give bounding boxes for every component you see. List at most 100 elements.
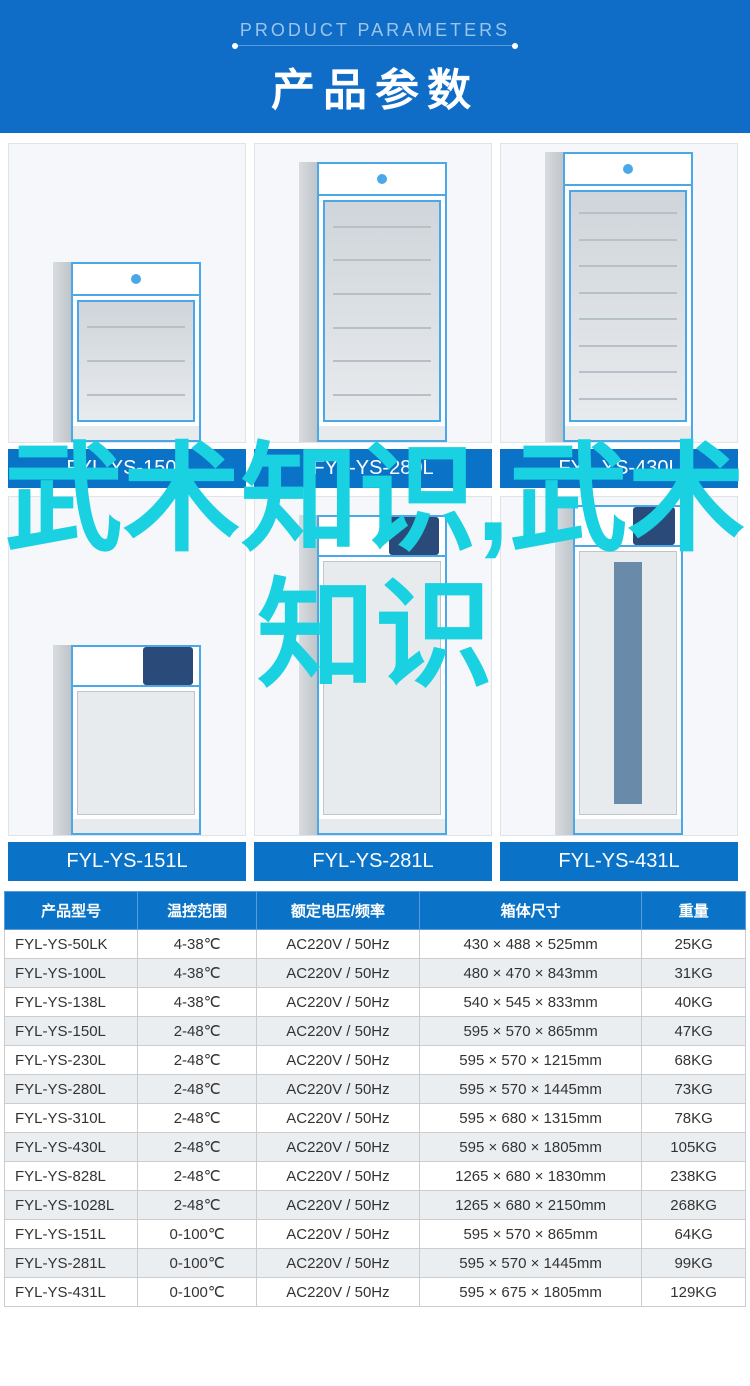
table-header-cell: 重量 — [642, 892, 746, 930]
spec-table: 产品型号温控范围额定电压/频率箱体尺寸重量 FYL-YS-50LK4-38℃AC… — [4, 891, 746, 1307]
table-row: FYL-YS-100L4-38℃AC220V / 50Hz480 × 470 ×… — [5, 959, 746, 988]
product-card: FYL-YS-431L — [500, 496, 738, 881]
table-cell: 73KG — [642, 1075, 746, 1104]
table-row: FYL-YS-50LK4-38℃AC220V / 50Hz430 × 488 ×… — [5, 930, 746, 959]
table-row: FYL-YS-138L4-38℃AC220V / 50Hz540 × 545 ×… — [5, 988, 746, 1017]
table-cell: 480 × 470 × 843mm — [419, 959, 641, 988]
product-image — [500, 143, 738, 443]
table-cell: 2-48℃ — [138, 1075, 257, 1104]
table-header-cell: 额定电压/频率 — [256, 892, 419, 930]
table-cell: 4-38℃ — [138, 930, 257, 959]
table-cell: 2-48℃ — [138, 1046, 257, 1075]
table-row: FYL-YS-431L0-100℃AC220V / 50Hz595 × 675 … — [5, 1278, 746, 1307]
table-row: FYL-YS-828L2-48℃AC220V / 50Hz1265 × 680 … — [5, 1162, 746, 1191]
product-label: FYL-YS-430L — [500, 449, 738, 488]
table-cell: 64KG — [642, 1220, 746, 1249]
table-cell: AC220V / 50Hz — [256, 1017, 419, 1046]
product-card: FYL-YS-151L — [8, 496, 246, 881]
product-card: FYL-YS-281L — [254, 496, 492, 881]
product-card: FYL-YS-280L — [254, 143, 492, 488]
table-header-cell: 箱体尺寸 — [419, 892, 641, 930]
table-header-cell: 产品型号 — [5, 892, 138, 930]
header-banner: PRODUCT PARAMETERS 产品参数 — [0, 0, 750, 133]
table-cell: 4-38℃ — [138, 988, 257, 1017]
table-cell: FYL-YS-828L — [5, 1162, 138, 1191]
table-cell: AC220V / 50Hz — [256, 1278, 419, 1307]
table-cell: 595 × 570 × 1215mm — [419, 1046, 641, 1075]
table-cell: 595 × 680 × 1805mm — [419, 1133, 641, 1162]
table-cell: FYL-YS-151L — [5, 1220, 138, 1249]
table-cell: 0-100℃ — [138, 1220, 257, 1249]
product-card: FYL-YS-430L — [500, 143, 738, 488]
table-cell: 99KG — [642, 1249, 746, 1278]
table-cell: AC220V / 50Hz — [256, 988, 419, 1017]
table-cell: FYL-YS-138L — [5, 988, 138, 1017]
table-cell: 47KG — [642, 1017, 746, 1046]
product-label: FYL-YS-151L — [8, 842, 246, 881]
table-cell: FYL-YS-50LK — [5, 930, 138, 959]
table-cell: 2-48℃ — [138, 1017, 257, 1046]
table-cell: AC220V / 50Hz — [256, 1162, 419, 1191]
table-cell: AC220V / 50Hz — [256, 930, 419, 959]
table-cell: AC220V / 50Hz — [256, 1046, 419, 1075]
table-cell: 0-100℃ — [138, 1249, 257, 1278]
product-label: FYL-YS-431L — [500, 842, 738, 881]
table-cell: 25KG — [642, 930, 746, 959]
product-label: FYL-YS-281L — [254, 842, 492, 881]
table-cell: AC220V / 50Hz — [256, 1191, 419, 1220]
product-image — [500, 496, 738, 836]
table-row: FYL-YS-281L0-100℃AC220V / 50Hz595 × 570 … — [5, 1249, 746, 1278]
product-card: FYL-YS-150L — [8, 143, 246, 488]
header-subtitle: PRODUCT PARAMETERS — [0, 20, 750, 41]
table-cell: FYL-YS-150L — [5, 1017, 138, 1046]
table-cell: 540 × 545 × 833mm — [419, 988, 641, 1017]
table-cell: 595 × 570 × 865mm — [419, 1017, 641, 1046]
product-image — [8, 496, 246, 836]
table-cell: FYL-YS-230L — [5, 1046, 138, 1075]
table-cell: 595 × 570 × 1445mm — [419, 1075, 641, 1104]
product-image — [8, 143, 246, 443]
header-title: 产品参数 — [0, 54, 750, 118]
table-cell: FYL-YS-281L — [5, 1249, 138, 1278]
table-cell: AC220V / 50Hz — [256, 1104, 419, 1133]
table-cell: 595 × 680 × 1315mm — [419, 1104, 641, 1133]
table-row: FYL-YS-280L2-48℃AC220V / 50Hz595 × 570 ×… — [5, 1075, 746, 1104]
product-label: FYL-YS-150L — [8, 449, 246, 488]
table-cell: FYL-YS-1028L — [5, 1191, 138, 1220]
table-cell: 0-100℃ — [138, 1278, 257, 1307]
table-cell: 105KG — [642, 1133, 746, 1162]
table-cell: 78KG — [642, 1104, 746, 1133]
table-cell: 595 × 570 × 865mm — [419, 1220, 641, 1249]
table-cell: FYL-YS-280L — [5, 1075, 138, 1104]
table-body: FYL-YS-50LK4-38℃AC220V / 50Hz430 × 488 ×… — [5, 930, 746, 1307]
product-image — [254, 496, 492, 836]
table-row: FYL-YS-1028L2-48℃AC220V / 50Hz1265 × 680… — [5, 1191, 746, 1220]
table-cell: AC220V / 50Hz — [256, 1220, 419, 1249]
table-cell: 2-48℃ — [138, 1104, 257, 1133]
product-grid: 武术知识,武术知识 FYL-YS-150LFYL-YS-280LFYL-YS-4… — [0, 133, 750, 891]
table-cell: FYL-YS-310L — [5, 1104, 138, 1133]
table-cell: FYL-YS-100L — [5, 959, 138, 988]
table-cell: 31KG — [642, 959, 746, 988]
spec-table-wrap: 产品型号温控范围额定电压/频率箱体尺寸重量 FYL-YS-50LK4-38℃AC… — [0, 891, 750, 1307]
table-cell: 430 × 488 × 525mm — [419, 930, 641, 959]
product-image — [254, 143, 492, 443]
table-cell: AC220V / 50Hz — [256, 959, 419, 988]
table-cell: 129KG — [642, 1278, 746, 1307]
table-cell: FYL-YS-430L — [5, 1133, 138, 1162]
table-cell: AC220V / 50Hz — [256, 1133, 419, 1162]
table-cell: AC220V / 50Hz — [256, 1075, 419, 1104]
table-row: FYL-YS-230L2-48℃AC220V / 50Hz595 × 570 ×… — [5, 1046, 746, 1075]
table-cell: 2-48℃ — [138, 1162, 257, 1191]
product-label: FYL-YS-280L — [254, 449, 492, 488]
table-cell: 595 × 675 × 1805mm — [419, 1278, 641, 1307]
table-cell: 68KG — [642, 1046, 746, 1075]
table-cell: 268KG — [642, 1191, 746, 1220]
table-row: FYL-YS-151L0-100℃AC220V / 50Hz595 × 570 … — [5, 1220, 746, 1249]
table-cell: 595 × 570 × 1445mm — [419, 1249, 641, 1278]
table-cell: AC220V / 50Hz — [256, 1249, 419, 1278]
table-header-row: 产品型号温控范围额定电压/频率箱体尺寸重量 — [5, 892, 746, 930]
table-row: FYL-YS-150L2-48℃AC220V / 50Hz595 × 570 ×… — [5, 1017, 746, 1046]
table-cell: 40KG — [642, 988, 746, 1017]
header-divider — [235, 45, 515, 46]
